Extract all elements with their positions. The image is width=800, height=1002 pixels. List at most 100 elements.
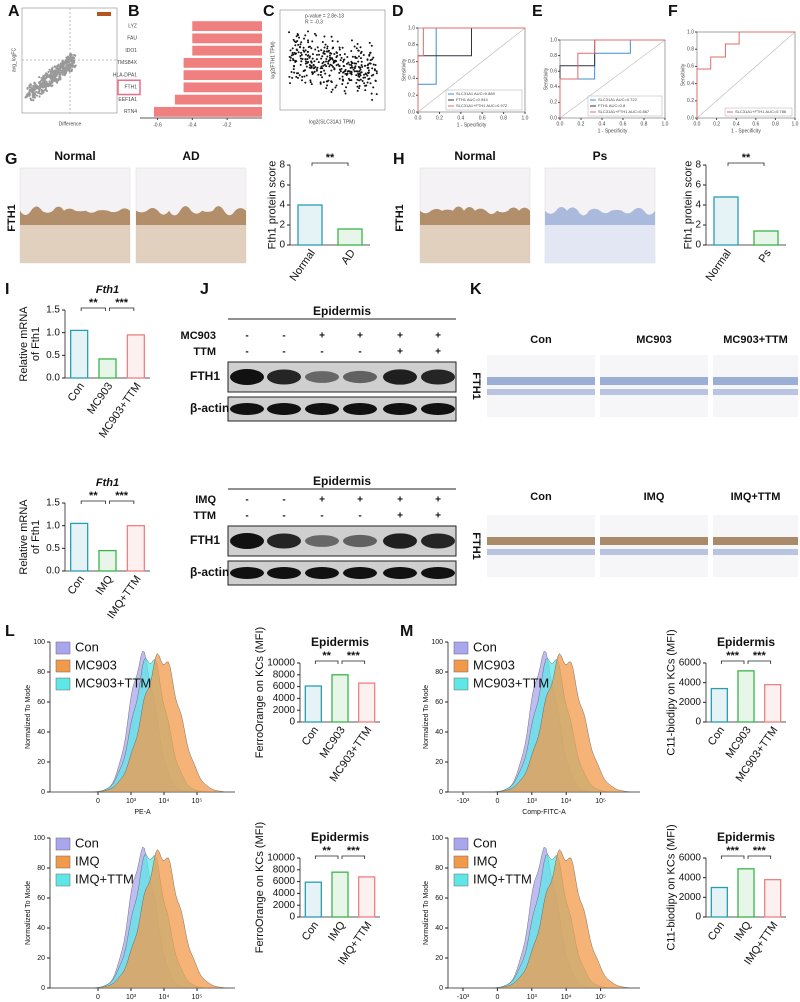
texture-dot	[304, 49, 307, 52]
bar	[297, 204, 323, 246]
texture-dot	[359, 68, 362, 71]
texture-dot	[328, 54, 331, 57]
y-tick-label: 4000	[273, 693, 296, 704]
significance-label: ***	[115, 490, 129, 502]
texture-dot	[299, 57, 302, 60]
legend-label: SLC31A1 AUC=0.722	[598, 97, 638, 102]
dermis	[20, 225, 130, 263]
reference-diagonal	[559, 39, 666, 119]
texture-dot	[38, 85, 42, 88]
texture-dot	[354, 55, 357, 58]
texture-dot	[295, 35, 298, 38]
texture-dot	[330, 69, 333, 72]
blot-title: Epidermis	[313, 304, 371, 318]
legend-label: FTH1 AUC=0.944	[456, 97, 488, 102]
sign: +	[357, 495, 363, 506]
texture-dot	[304, 60, 307, 63]
texture-dot	[350, 39, 353, 42]
texture-dot	[323, 46, 326, 49]
texture-dot	[325, 60, 328, 63]
micrograph	[713, 355, 798, 417]
y-tick-label: 100	[431, 639, 443, 646]
texture-dot	[291, 76, 294, 79]
texture-dot	[25, 94, 28, 97]
x-tick-label: -0.2	[223, 122, 232, 128]
blot-band	[230, 533, 264, 549]
x-tick-label: 0.2	[578, 121, 585, 127]
texture-dot	[304, 69, 307, 72]
tissue-band	[713, 549, 798, 555]
texture-dot	[304, 58, 307, 61]
texture-dot	[372, 56, 375, 59]
y-tick-label: 0.4	[408, 76, 415, 82]
band-label: β-actin	[190, 401, 229, 415]
y-tick-label: 2000	[273, 900, 296, 911]
texture-dot	[347, 61, 350, 64]
sign: -	[358, 347, 361, 358]
legend-label: SLC31A1 AUC=0.889	[456, 91, 496, 96]
texture-dot	[351, 66, 354, 69]
texture-dot	[30, 87, 34, 91]
condition-label: MC903+TTM	[723, 334, 788, 346]
y-tick-label: 2	[279, 220, 285, 231]
significance-bracket	[727, 162, 765, 166]
texture-dot	[296, 32, 299, 35]
texture-dot	[39, 80, 42, 84]
texture-dot	[356, 89, 359, 92]
condition-label: IMQ+TTM	[731, 491, 781, 503]
texture-dot	[326, 84, 329, 87]
texture-dot	[374, 79, 377, 82]
texture-dot	[26, 86, 29, 89]
texture-dot	[344, 70, 347, 73]
texture-dot	[306, 50, 309, 53]
y-tick-label: 80	[37, 865, 45, 872]
blot-band	[421, 369, 455, 385]
category-label: IMQ	[94, 573, 116, 597]
y-tick-label: 1.0	[408, 25, 415, 31]
significance-bracket	[747, 855, 772, 859]
texture-dot	[311, 53, 314, 56]
texture-dot	[358, 70, 361, 73]
x-tick-label: 10⁵	[192, 798, 203, 805]
texture-dot	[338, 77, 341, 80]
y-tick-label: 80	[435, 865, 443, 872]
texture-dot	[321, 67, 324, 70]
texture-dot	[351, 62, 354, 65]
texture-dot	[369, 62, 372, 65]
y-tick-label: 0	[695, 240, 701, 251]
texture-dot	[358, 84, 361, 87]
texture-dot	[48, 83, 51, 87]
texture-dot	[301, 75, 304, 78]
texture-dot	[32, 99, 35, 102]
texture-dot	[68, 61, 71, 64]
highlight-marker	[97, 12, 111, 16]
texture-dot	[67, 58, 70, 61]
x-tick-label: 10³	[527, 994, 538, 1001]
texture-dot	[69, 52, 72, 55]
texture-dot	[291, 47, 294, 50]
y-tick-label: 10000	[267, 853, 295, 864]
y-tick-label: 40	[435, 925, 443, 932]
texture-dot	[364, 89, 367, 92]
sign: -	[282, 495, 285, 506]
x-tick-label: 0.0	[415, 115, 422, 121]
bar	[764, 683, 782, 723]
texture-dot	[309, 81, 312, 84]
significance-bracket	[747, 660, 772, 664]
texture-dot	[375, 70, 378, 73]
texture-dot	[40, 88, 43, 92]
texture-dot	[301, 58, 304, 61]
blot-band	[305, 535, 339, 547]
texture-dot	[302, 46, 305, 49]
texture-dot	[311, 73, 314, 76]
texture-dot	[289, 56, 292, 59]
y-tick-label: 1.0	[550, 37, 557, 43]
texture-dot	[288, 82, 291, 85]
y-tick-label: 20	[435, 759, 443, 766]
texture-dot	[329, 51, 332, 54]
texture-dot	[55, 81, 59, 84]
texture-dot	[42, 81, 46, 84]
highlight-box	[117, 79, 141, 96]
texture-dot	[293, 65, 296, 68]
texture-dot	[358, 73, 361, 76]
